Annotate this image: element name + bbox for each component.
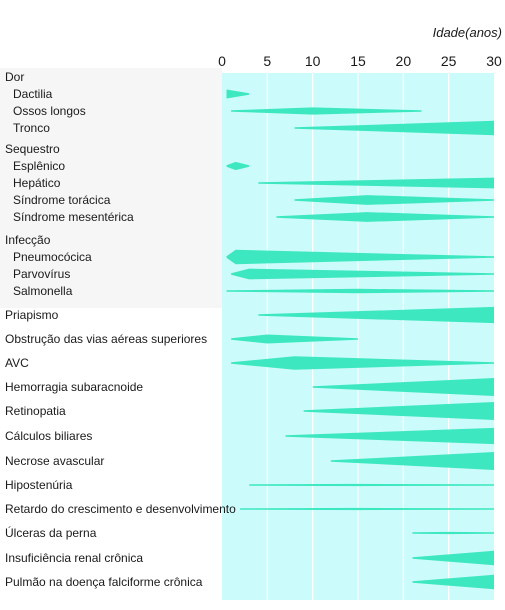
x-tick-label: 15	[350, 53, 366, 69]
group-title: Sequestro	[5, 142, 60, 156]
x-tick-label: 0	[218, 53, 226, 69]
row-label: Dactilia	[13, 87, 53, 101]
row-label: Pneumocócica	[13, 250, 92, 264]
x-tick-label: 25	[441, 53, 457, 69]
row-label: Cálculos biliares	[5, 429, 92, 443]
row-label: Tronco	[13, 121, 50, 135]
row-label: Hipostenúria	[5, 478, 73, 492]
range-mark	[294, 120, 494, 136]
range-mark	[231, 356, 494, 370]
x-tick-label: 10	[305, 53, 321, 69]
x-tick-label: 20	[396, 53, 412, 69]
range-mark	[285, 427, 494, 445]
group-title: Infecção	[5, 233, 51, 247]
row-label: Priapismo	[5, 308, 59, 322]
row-label: Pulmão na doença falciforme crônica	[5, 575, 203, 589]
range-mark	[226, 288, 494, 294]
range-mark	[330, 452, 494, 470]
range-mark	[240, 507, 494, 511]
x-tick-labels: 0 5 10 15 20 25 30	[218, 53, 502, 69]
range-mark	[412, 574, 494, 590]
row-label: Hepático	[13, 176, 61, 190]
row-label: Parvovírus	[13, 267, 70, 281]
row-label: Insuficiência renal crônica	[5, 551, 143, 565]
range-mark	[226, 249, 494, 265]
range-marks	[226, 89, 494, 590]
x-tick-label: 5	[263, 53, 271, 69]
row-label: Salmonella	[13, 284, 73, 298]
range-mark	[226, 161, 250, 171]
range-mark	[231, 268, 494, 280]
row-label: Ossos longos	[13, 104, 86, 118]
x-axis-title: Idade(anos)	[433, 25, 502, 40]
row-label: AVC	[5, 356, 29, 370]
gray-label-panel	[0, 68, 222, 308]
range-mark	[231, 334, 358, 344]
row-label: Hemorragia subaracnoide	[5, 380, 143, 394]
row-label: Úlceras da perna	[5, 525, 97, 540]
row-label: Síndrome mesentérica	[13, 210, 134, 224]
range-mark	[249, 483, 494, 487]
range-mark	[294, 195, 494, 205]
range-mark	[276, 212, 494, 222]
range-mark	[412, 531, 494, 535]
range-mark	[303, 402, 494, 420]
group-title: Dor	[5, 70, 24, 84]
range-mark	[312, 378, 494, 396]
range-mark	[258, 306, 494, 324]
range-mark	[231, 107, 422, 115]
row-label: Esplênico	[13, 159, 65, 173]
row-label: Retardo do crescimento e desenvolvimento	[5, 502, 236, 516]
range-mark	[258, 177, 494, 189]
range-mark	[226, 89, 250, 99]
row-label: Necrose avascular	[5, 454, 104, 468]
x-tick-label: 30	[486, 53, 502, 69]
range-mark	[412, 550, 494, 566]
row-label: Retinopatia	[5, 404, 66, 418]
row-label: Obstrução das vias aéreas superiores	[5, 332, 207, 346]
row-label: Síndrome torácica	[13, 193, 111, 207]
row-labels: Dor Dactilia Ossos longos Tronco Sequestro Es…	[5, 70, 236, 589]
